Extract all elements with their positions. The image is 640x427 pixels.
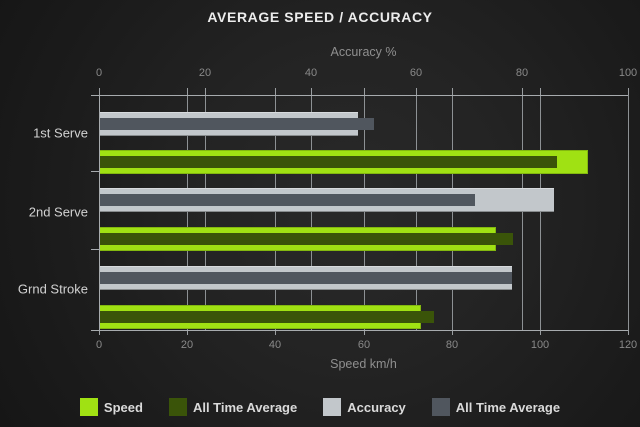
- top-axis-tick-label: 20: [198, 67, 212, 79]
- top-axis-tick-label: 100: [618, 67, 638, 79]
- legend-item-speed: Speed: [79, 398, 143, 416]
- bottom-axis-tick-mark: [628, 330, 629, 335]
- bottom-axis-tick-label: 120: [618, 339, 638, 351]
- bar-accuracy-all-time-average-grnd-stroke: [99, 272, 512, 284]
- bottom-axis-tick-mark: [364, 330, 365, 335]
- legend-item-accuracy: Accuracy: [323, 398, 406, 416]
- bottom-axis-tick-mark: [187, 330, 188, 335]
- y-axis-tick-mark: [91, 330, 99, 331]
- legend-label-accuracy: Accuracy: [347, 399, 406, 415]
- top-axis-title: Accuracy %: [330, 45, 397, 59]
- top-axis-tick-mark: [628, 88, 629, 95]
- bar-speed-all-time-average-grnd-stroke: [99, 311, 434, 323]
- bottom-axis-tick-mark: [99, 330, 100, 335]
- gridline: [205, 95, 206, 330]
- bottom-axis-tick-mark: [275, 330, 276, 335]
- top-axis-tick-mark: [187, 88, 188, 95]
- gridline: [187, 95, 188, 330]
- top-axis-line: [99, 95, 628, 96]
- top-axis-tick-label: 0: [95, 67, 103, 79]
- top-axis-tick-mark: [311, 88, 312, 95]
- bottom-axis-tick-label: 60: [357, 339, 371, 351]
- y-axis-line: [99, 95, 100, 330]
- legend-swatch-speed: [79, 398, 98, 416]
- legend: Speed All Time Average Accuracy All Time Av…: [0, 398, 640, 416]
- gridline: [275, 95, 276, 330]
- top-axis-tick-mark: [540, 88, 541, 95]
- top-axis-tick-label: 80: [515, 67, 529, 79]
- bottom-axis-tick-label: 100: [530, 339, 550, 351]
- top-axis-tick-mark: [99, 88, 100, 95]
- bar-accuracy-all-time-average-1st-serve: [99, 118, 374, 130]
- y-axis-tick-mark: [91, 95, 99, 96]
- bottom-axis-tick-label: 0: [95, 339, 103, 351]
- category-label-grnd-stroke: Grnd Stroke: [17, 281, 88, 297]
- legend-swatch-accuracy-all-time-average: [431, 398, 450, 416]
- bottom-axis-tick-mark: [540, 330, 541, 335]
- bottom-axis-tick-label: 20: [180, 339, 194, 351]
- bottom-axis-tick-label: 80: [445, 339, 459, 351]
- top-axis-tick-label: 60: [409, 67, 423, 79]
- bottom-axis-line: [99, 330, 628, 331]
- top-axis-tick-mark: [205, 88, 206, 95]
- y-axis-tick-mark: [91, 171, 99, 172]
- top-axis-tick-mark: [452, 88, 453, 95]
- gridline: [522, 95, 523, 330]
- gridline: [364, 95, 365, 330]
- top-axis-tick-mark: [416, 88, 417, 95]
- gridline: [416, 95, 417, 330]
- bar-speed-all-time-average-1st-serve: [99, 156, 557, 168]
- legend-item-speed-all-time-average: All Time Average: [168, 398, 298, 416]
- bottom-axis-tick-label: 40: [268, 339, 282, 351]
- gridline: [540, 95, 541, 330]
- bottom-axis-title: Speed km/h: [330, 357, 397, 371]
- top-axis-tick-label: 40: [304, 67, 318, 79]
- legend-label-accuracy-all-time-average: All Time Average: [455, 399, 561, 415]
- top-axis-tick-mark: [275, 88, 276, 95]
- bottom-axis-tick-mark: [452, 330, 453, 335]
- chart-title: AVERAGE SPEED / ACCURACY: [207, 9, 433, 25]
- top-axis-tick-mark: [522, 88, 523, 95]
- legend-swatch-accuracy: [323, 398, 342, 416]
- bar-accuracy-all-time-average-2nd-serve: [99, 194, 475, 206]
- top-axis-tick-mark: [364, 88, 365, 95]
- gridline: [452, 95, 453, 330]
- bar-speed-all-time-average-2nd-serve: [99, 233, 513, 245]
- legend-label-speed-all-time-average: All Time Average: [192, 399, 298, 415]
- gridline: [311, 95, 312, 330]
- legend-swatch-speed-all-time-average: [168, 398, 187, 416]
- category-label-1st-serve: 1st Serve: [33, 125, 88, 141]
- legend-label-speed: Speed: [103, 399, 143, 415]
- category-label-2nd-serve: 2nd Serve: [28, 204, 88, 220]
- y-axis-tick-mark: [91, 249, 99, 250]
- legend-item-accuracy-all-time-average: All Time Average: [431, 398, 561, 416]
- gridline: [628, 95, 629, 330]
